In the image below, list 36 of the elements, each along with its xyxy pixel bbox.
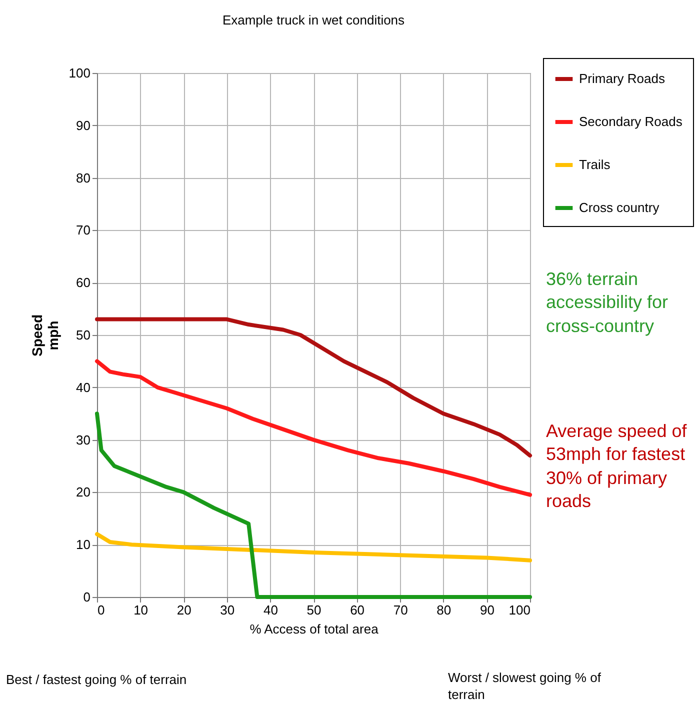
y-tick-label: 100: [68, 66, 90, 80]
y-tick-label: 90: [76, 118, 90, 133]
text: Average speed of 53mph for fastest 30% of primary roads: [546, 420, 688, 514]
x-tick-label: 70: [393, 602, 408, 618]
chart-title: Example truck in wet conditions: [222, 12, 406, 28]
legend-label: Trails: [579, 157, 611, 172]
y-tick-label: 50: [76, 328, 90, 342]
x-axis-title: % Access of total area: [250, 622, 380, 636]
x-tick-label: 40: [263, 602, 278, 618]
x-tick-label: 50: [306, 602, 322, 618]
x-tick-label: 90: [480, 602, 494, 618]
y-tick-label: 30: [76, 432, 90, 448]
y-tick-label: 0: [83, 590, 90, 604]
y-tick-label: 80: [76, 170, 90, 186]
x-tick-label: 20: [176, 602, 192, 618]
y-tick-label: 60: [76, 275, 90, 290]
text: Best / fastest going % of terrain: [6, 672, 188, 689]
y-tick-label: 40: [76, 380, 90, 395]
text: Worst / slowest going % of terrain: [448, 670, 602, 704]
legend-label: Secondary Roads: [579, 114, 683, 129]
y-axis-title: Speed mph: [28, 314, 61, 357]
line-series: [95, 359, 532, 497]
text: 36% terrain accessibility for cross-country: [546, 268, 670, 338]
y-tick-label: 10: [76, 537, 90, 552]
legend-label: Primary Roads: [579, 71, 666, 86]
y-tick-label: 70: [76, 222, 90, 238]
x-tick-label: 10: [134, 602, 148, 618]
x-tick-label: 60: [350, 602, 365, 618]
line-series: [95, 532, 532, 562]
x-tick-label: 100: [508, 602, 530, 618]
legend-label: Cross country: [579, 200, 660, 215]
x-tick-label: 0: [98, 602, 105, 618]
x-tick-label: 30: [220, 602, 235, 618]
line-series: [95, 317, 532, 458]
y-tick-label: 20: [76, 484, 90, 500]
x-tick-label: 80: [436, 602, 452, 618]
